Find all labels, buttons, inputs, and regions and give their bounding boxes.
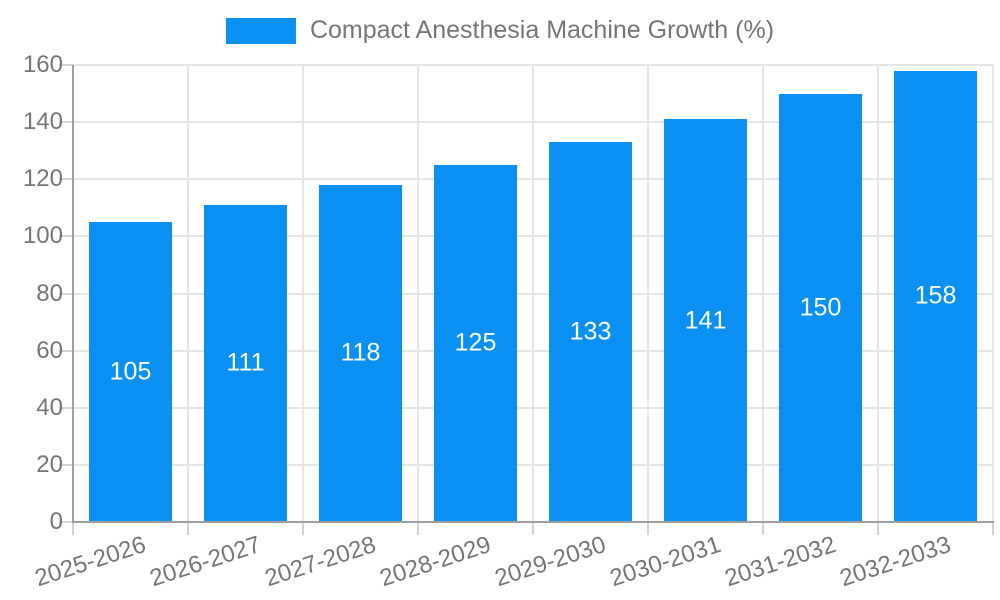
- bar: [89, 222, 172, 522]
- x-axis-tick: [877, 522, 879, 535]
- x-axis-tick-label: 2027-2028: [261, 531, 379, 593]
- y-axis-tick-label: 120: [22, 165, 63, 193]
- x-axis-tick: [187, 522, 189, 535]
- bar: [549, 142, 632, 522]
- y-axis-tick: [59, 292, 73, 295]
- x-axis-tick-label: 2030-2031: [606, 531, 724, 593]
- bar-value-label: 141: [684, 306, 727, 335]
- bar-value-label: 158: [914, 281, 957, 310]
- y-axis-tick: [59, 463, 73, 466]
- y-axis-tick: [59, 235, 73, 238]
- gridline-vertical: [532, 65, 534, 522]
- gridline-vertical: [992, 65, 994, 522]
- x-axis-tick-label: 2029-2030: [491, 531, 609, 593]
- bar-value-label: 105: [109, 357, 152, 386]
- y-axis-tick-label: 20: [36, 450, 63, 478]
- y-axis-tick: [59, 64, 73, 66]
- x-axis-tick: [72, 522, 74, 535]
- x-axis-tick: [992, 522, 994, 535]
- x-axis-tick-label: 2028-2029: [376, 531, 494, 593]
- gridline-vertical: [417, 65, 419, 522]
- gridline-vertical: [187, 65, 189, 522]
- y-axis-tick: [59, 178, 73, 181]
- y-axis-tick-label: 40: [36, 393, 63, 421]
- x-axis-tick: [647, 522, 649, 535]
- x-axis-tick-label: 2031-2032: [721, 531, 839, 593]
- y-axis-line: [72, 65, 74, 522]
- bar-value-label: 150: [799, 293, 842, 322]
- bar-value-label: 118: [340, 338, 381, 367]
- y-axis-tick-label: 60: [36, 336, 63, 364]
- x-axis-tick: [762, 522, 764, 535]
- x-axis-tick-label: 2032-2033: [836, 531, 954, 593]
- x-axis-tick: [417, 522, 419, 535]
- bar: [664, 119, 747, 522]
- x-axis-line: [72, 521, 994, 523]
- x-axis-tick-label: 2026-2027: [146, 531, 264, 593]
- bar-value-label: 125: [454, 328, 497, 357]
- bar: [204, 204, 287, 522]
- y-axis-tick-label: 140: [22, 108, 63, 136]
- gridline-vertical: [762, 65, 764, 522]
- y-axis-tick: [59, 406, 73, 409]
- gridline-vertical: [877, 65, 879, 522]
- gridline-vertical: [647, 65, 649, 522]
- x-axis-tick: [302, 522, 304, 535]
- bar-value-label: 133: [569, 317, 612, 346]
- y-axis-tick-label: 100: [22, 222, 63, 250]
- bar: [779, 93, 862, 522]
- legend-swatch-icon: [225, 17, 296, 44]
- y-axis-tick-label: 0: [49, 508, 63, 535]
- bar: [894, 70, 977, 522]
- y-axis-tick: [59, 349, 73, 352]
- y-axis-tick-label: 160: [22, 51, 63, 78]
- legend-item[interactable]: Compact Anesthesia Machine Growth (%): [225, 16, 775, 45]
- x-axis-tick-label: 2025-2026: [31, 531, 149, 593]
- y-axis-tick: [59, 521, 73, 523]
- bar: [434, 164, 517, 522]
- y-axis-tick: [59, 121, 73, 124]
- legend-label: Compact Anesthesia Machine Growth (%): [309, 16, 775, 44]
- y-axis-tick-label: 80: [36, 279, 63, 307]
- x-axis-tick: [532, 522, 534, 535]
- gridline-vertical: [302, 65, 304, 522]
- bar-value-label: 111: [226, 348, 265, 377]
- bar: [319, 184, 402, 522]
